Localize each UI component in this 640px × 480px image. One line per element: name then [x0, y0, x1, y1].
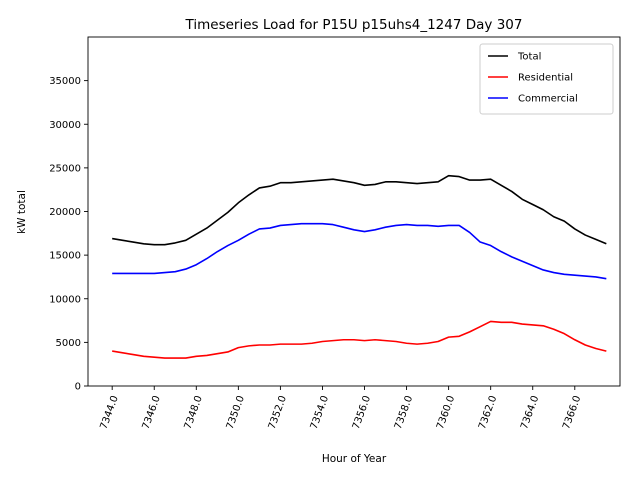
y-tick-label: 15000 — [49, 251, 81, 262]
chart-title: Timeseries Load for P15U p15uhs4_1247 Da… — [185, 17, 523, 33]
series-line-total — [112, 174, 607, 246]
series-line-commercial — [112, 222, 607, 280]
series-line-residential — [112, 320, 607, 359]
y-tick-label: 5000 — [56, 338, 81, 349]
y-tick-label: 25000 — [49, 163, 81, 174]
y-tick-label: 35000 — [49, 76, 81, 87]
legend-label-commercial: Commercial — [518, 94, 578, 105]
y-axis-title: kW total — [16, 190, 28, 234]
legend-box — [479, 43, 614, 115]
y-tick-label: 10000 — [49, 294, 81, 305]
legend-label-total: Total — [517, 52, 541, 63]
x-axis-title: Hour of Year — [322, 453, 387, 465]
y-tick-label: 30000 — [49, 120, 81, 131]
legend: Total Residential Commercial — [479, 43, 614, 115]
y-tick-label: 0 — [75, 382, 81, 393]
legend-label-residential: Residential — [518, 73, 573, 84]
y-tick-label: 20000 — [49, 207, 81, 218]
